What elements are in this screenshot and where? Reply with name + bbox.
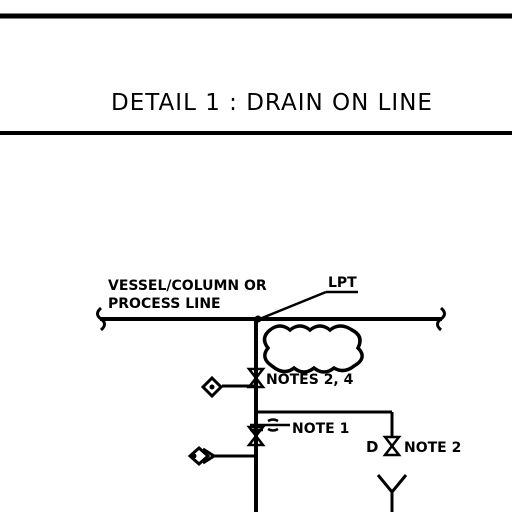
revision-cloud <box>262 324 364 374</box>
break-mark-right <box>436 306 446 332</box>
detail-title: DETAIL 1 : DRAIN ON LINE <box>111 90 433 116</box>
lpt-label: LPT <box>328 275 357 291</box>
note-1-label: NOTE 1 <box>292 421 349 437</box>
note-2-label: NOTE 2 <box>404 440 461 456</box>
note-1-marker-icon <box>267 418 279 432</box>
lpt-point <box>254 315 262 323</box>
drain-funnel-icon <box>376 474 408 495</box>
lpt-leader <box>261 290 327 320</box>
block-valve-lower-icon <box>246 425 266 447</box>
break-mark-left <box>96 306 106 332</box>
notes-2-4-label: NOTES 2, 4 <box>266 372 354 388</box>
source-label-line2: PROCESS LINE <box>108 296 221 312</box>
diamond-center-dot <box>209 384 215 390</box>
arrow-symbol-icon <box>202 447 217 465</box>
source-label-line1: VESSEL/COLUMN OR <box>108 278 267 294</box>
diamond-symbol-lower-icon <box>187 445 211 467</box>
drain-valve-icon <box>382 435 402 457</box>
diamond-symbol-upper-icon <box>200 375 224 399</box>
lower-diamond-dot <box>191 453 197 459</box>
drain-d-label: D <box>366 438 378 456</box>
